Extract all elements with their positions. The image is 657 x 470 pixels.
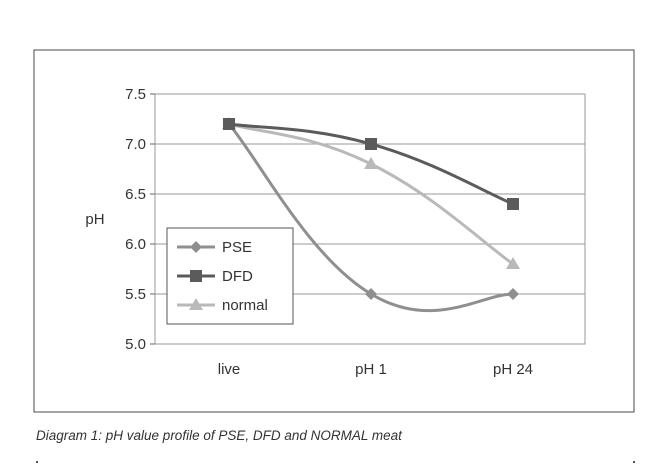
data-point-pse <box>365 288 377 300</box>
x-tick-label: pH 24 <box>493 361 533 378</box>
y-tick-label: 6.0 <box>125 236 146 253</box>
scan-dot <box>36 461 38 463</box>
y-tick-label: 6.5 <box>125 186 146 203</box>
series-markers <box>222 117 520 300</box>
scan-dot <box>633 461 635 463</box>
x-tick-label: pH 1 <box>355 361 387 378</box>
figure-caption: Diagram 1: pH value profile of PSE, DFD … <box>36 428 402 443</box>
y-tick-label: 5.0 <box>125 336 146 353</box>
y-axis: 5.0 5.5 6.0 6.5 7.0 7.5 <box>125 86 155 353</box>
data-point-normal <box>364 157 378 169</box>
data-point-dfd <box>223 118 235 130</box>
legend-marker-normal <box>189 298 203 310</box>
data-point-dfd <box>365 138 377 150</box>
legend-label: PSE <box>222 239 252 256</box>
x-tick-label: live <box>218 361 241 378</box>
y-tick-label: 7.0 <box>125 136 146 153</box>
data-point-normal <box>506 257 520 269</box>
legend-label: normal <box>222 297 268 314</box>
series-line-pse <box>227 122 515 313</box>
legend-marker-pse <box>190 241 202 253</box>
legend: PSE DFD normal <box>166 227 294 325</box>
y-tick-label: 5.5 <box>125 286 146 303</box>
legend-marker-dfd <box>190 270 202 282</box>
y-tick-label: 7.5 <box>125 86 146 103</box>
legend-label: DFD <box>222 268 253 285</box>
data-point-pse <box>507 288 519 300</box>
data-point-dfd <box>507 198 519 210</box>
x-axis: live pH 1 pH 24 <box>218 361 533 378</box>
y-axis-label: pH <box>85 211 104 228</box>
